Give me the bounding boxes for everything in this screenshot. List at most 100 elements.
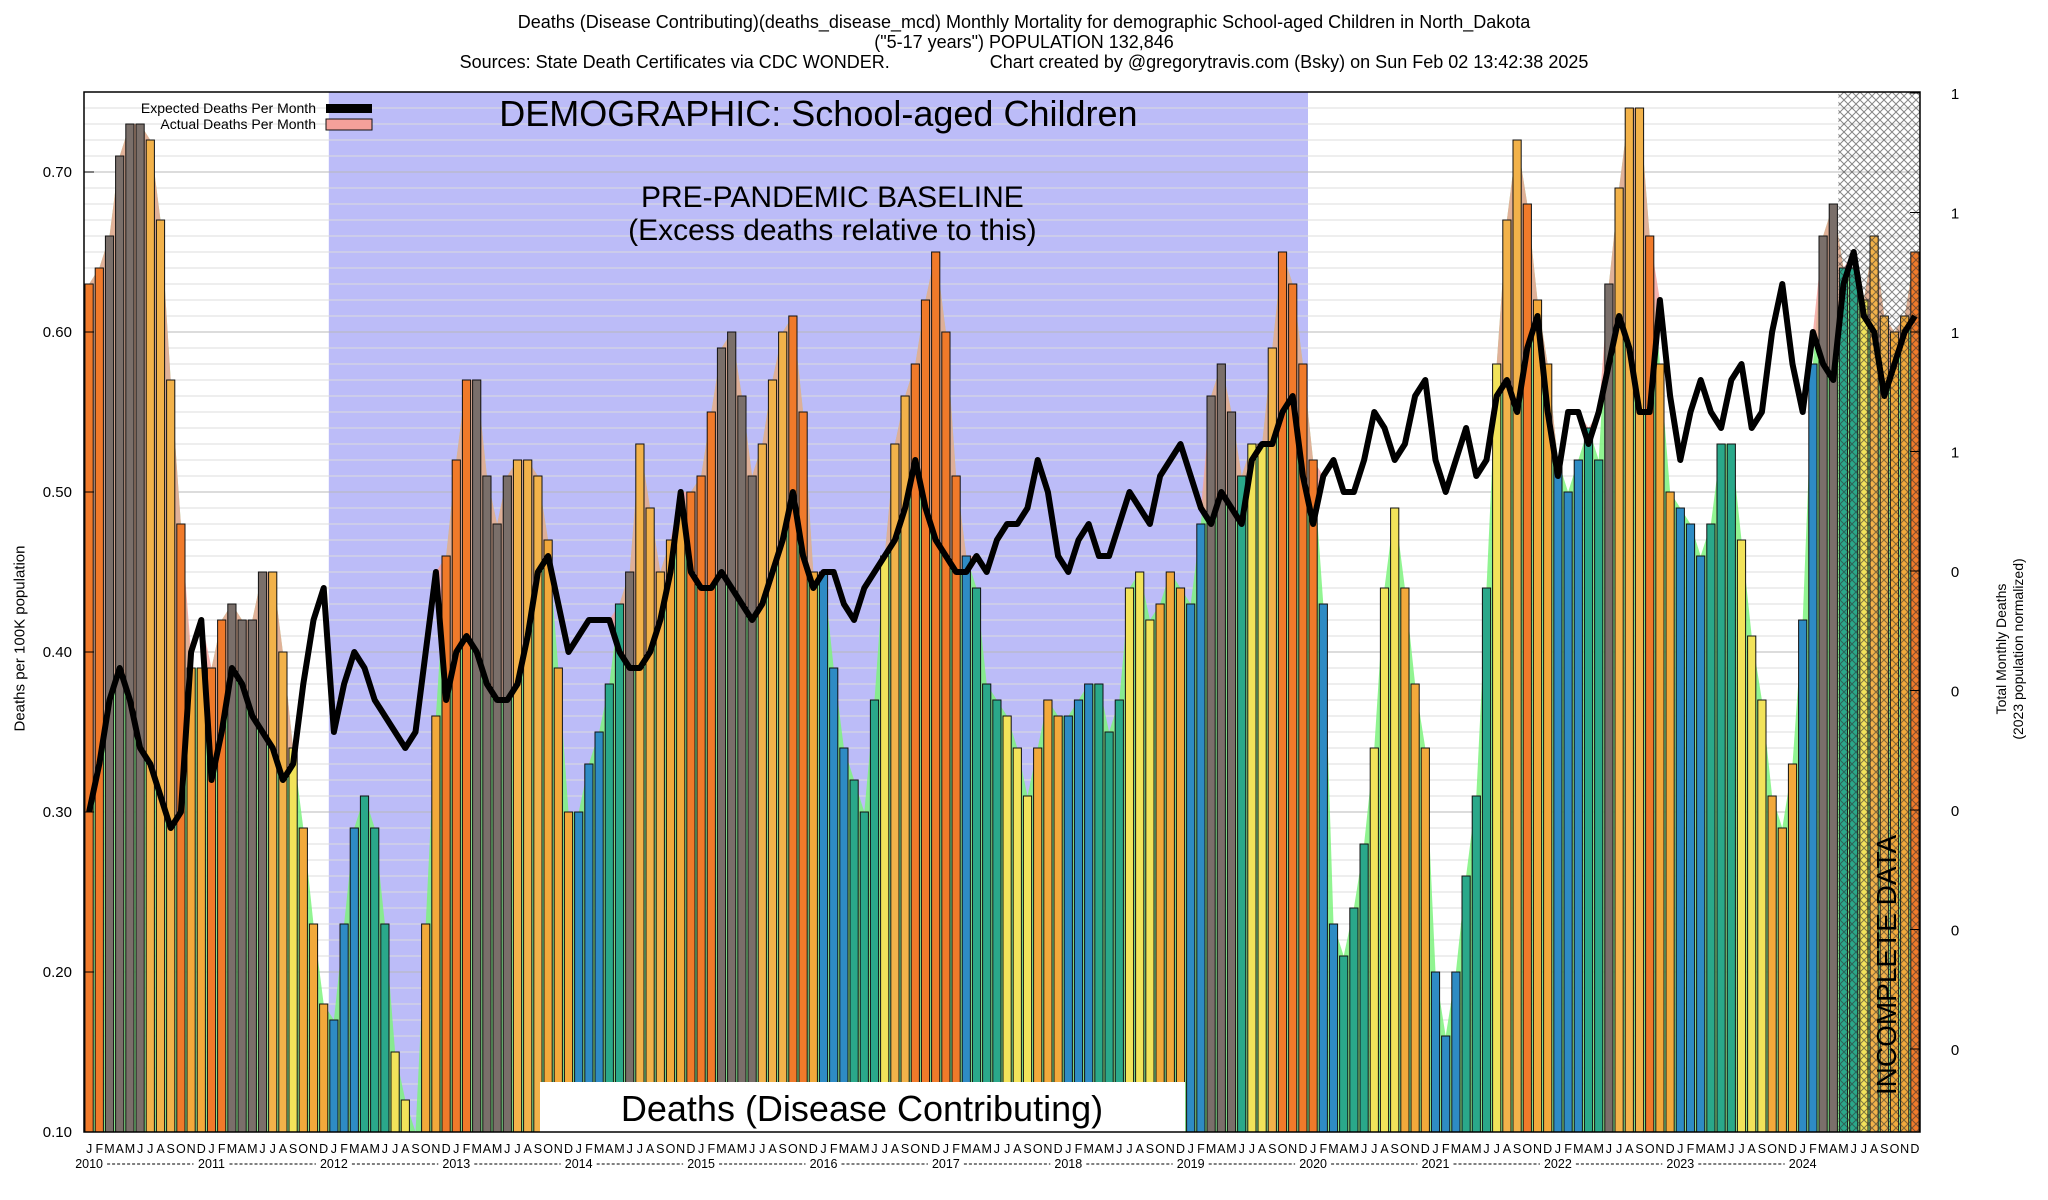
y2-tick-label: 1 — [1951, 445, 1959, 462]
x-month-label: J — [1065, 1142, 1071, 1156]
bar — [716, 347, 727, 1133]
x-month-label: O — [1645, 1142, 1655, 1156]
bar — [278, 651, 288, 1133]
x-month-label: D — [1421, 1142, 1430, 1156]
x-month-label: A — [401, 1142, 410, 1156]
x-month-label: O — [421, 1142, 431, 1156]
x-month-label: M — [492, 1142, 502, 1156]
x-month-label: N — [799, 1142, 808, 1156]
actual-deaths-area — [84, 108, 1920, 1132]
x-month-label: A — [728, 1142, 737, 1156]
x-month-label: J — [1239, 1142, 1245, 1156]
y-tick-label: 0.30 — [43, 804, 72, 821]
x-month-label: O — [1767, 1142, 1777, 1156]
x-month-label: D — [1543, 1142, 1552, 1156]
bars-layer — [84, 107, 1920, 1133]
x-month-label: S — [1758, 1142, 1766, 1156]
x-month-label: O — [1890, 1142, 1900, 1156]
x-month-label: J — [1249, 1142, 1255, 1156]
bar — [1033, 747, 1043, 1133]
bar — [268, 571, 278, 1133]
legend-swatch-actual — [325, 118, 373, 131]
x-month-label: A — [116, 1142, 125, 1156]
x-month-label: A — [238, 1142, 247, 1156]
chart-sources-line: Sources: State Death Certificates via CD… — [0, 52, 2048, 72]
bar — [941, 331, 951, 1133]
bar — [808, 571, 818, 1133]
x-month-label: M — [981, 1142, 991, 1156]
bar — [1726, 443, 1736, 1133]
chart-sources: Sources: State Death Certificates via CD… — [459, 52, 890, 72]
bar — [298, 827, 308, 1133]
bar — [1461, 875, 1471, 1133]
bar — [1747, 635, 1757, 1133]
bar — [1135, 571, 1145, 1133]
x-month-label: J — [514, 1142, 520, 1156]
x-month-label: S — [1880, 1142, 1888, 1156]
bar — [767, 379, 778, 1133]
bar — [1002, 715, 1012, 1133]
x-month-label: A — [1584, 1142, 1593, 1156]
bar — [1339, 955, 1349, 1133]
bar — [472, 379, 482, 1133]
bar — [1196, 523, 1206, 1133]
bar — [257, 571, 268, 1133]
bar — [145, 139, 155, 1133]
x-month-label: N — [431, 1142, 440, 1156]
bar — [329, 1019, 339, 1133]
bar — [635, 443, 645, 1133]
bar — [727, 331, 737, 1133]
x-month-label: S — [901, 1142, 909, 1156]
x-month-label: A — [605, 1142, 614, 1156]
x-month-label: M — [1838, 1142, 1848, 1156]
bar — [1696, 555, 1706, 1133]
x-month-label: D — [197, 1142, 206, 1156]
x-month-label: A — [1217, 1142, 1226, 1156]
x-month-label: O — [910, 1142, 920, 1156]
x-month-label: A — [646, 1142, 655, 1156]
metric-label-box — [540, 1082, 1185, 1132]
demographic-annotation: DEMOGRAPHIC: School-aged Children — [499, 93, 1137, 134]
x-month-label: J — [1126, 1142, 1132, 1156]
bar — [1267, 347, 1277, 1133]
bar — [604, 683, 614, 1133]
x-month-label: A — [360, 1142, 369, 1156]
x-month-label: D — [1298, 1142, 1307, 1156]
bar — [125, 123, 135, 1133]
x-month-label: F — [1075, 1142, 1083, 1156]
bar — [1553, 459, 1563, 1133]
bar — [1359, 843, 1369, 1133]
bar — [665, 539, 676, 1133]
bar — [380, 923, 390, 1133]
bar — [788, 315, 798, 1133]
bar — [461, 379, 472, 1133]
x-year-label: 2013 — [442, 1157, 470, 1171]
x-month-label: D — [319, 1142, 328, 1156]
x-month-label: M — [227, 1142, 237, 1156]
bar — [757, 443, 767, 1133]
bar — [349, 827, 359, 1133]
y2-tick-label: 0 — [1951, 803, 1959, 820]
x-month-label: J — [382, 1142, 388, 1156]
x-month-label: M — [1349, 1142, 1359, 1156]
chart-header: Deaths (Disease Contributing)(deaths_dis… — [0, 12, 2048, 72]
bar — [1481, 587, 1492, 1133]
x-month-label: J — [1483, 1142, 1489, 1156]
x-month-label: D — [1054, 1142, 1063, 1156]
x-month-label: J — [820, 1142, 826, 1156]
x-month-label: J — [270, 1142, 276, 1156]
x-month-label: D — [442, 1142, 451, 1156]
bar — [1084, 683, 1094, 1133]
x-month-label: F — [1442, 1142, 1450, 1156]
y-tick-label: 0.50 — [43, 484, 72, 501]
bar — [1022, 795, 1033, 1133]
x-month-label: N — [1778, 1142, 1787, 1156]
x-month-label: J — [994, 1142, 1000, 1156]
bar — [1563, 491, 1573, 1133]
bar — [1757, 699, 1767, 1133]
bar — [676, 507, 686, 1133]
bar — [1369, 747, 1379, 1133]
x-year-label: 2011 — [198, 1157, 225, 1171]
x-year-label: 2022 — [1544, 1157, 1572, 1171]
